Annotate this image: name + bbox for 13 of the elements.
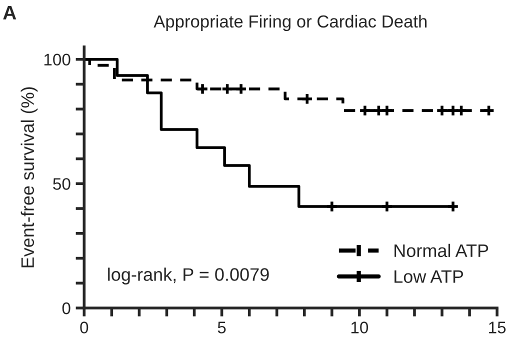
y-tick-label: 0 — [62, 302, 70, 314]
legend-label: Low ATP — [394, 270, 464, 283]
text: A — [3, 6, 16, 20]
legend-label: Normal ATP — [394, 244, 488, 258]
x-tick-label: 15 — [489, 322, 506, 334]
y-tick-label: 100 — [44, 54, 70, 66]
x-tick-label: 5 — [218, 322, 226, 334]
chart-title: Appropriate Firing or Cardiac Death — [154, 14, 427, 32]
x-tick-label: 10 — [351, 322, 368, 334]
y-axis-title: Event-free survival (%) — [20, 87, 38, 268]
x-tick-label: 0 — [80, 322, 88, 334]
annotation: log-rank, P = 0.0079 — [108, 268, 269, 284]
y-tick-label: 50 — [53, 178, 70, 190]
